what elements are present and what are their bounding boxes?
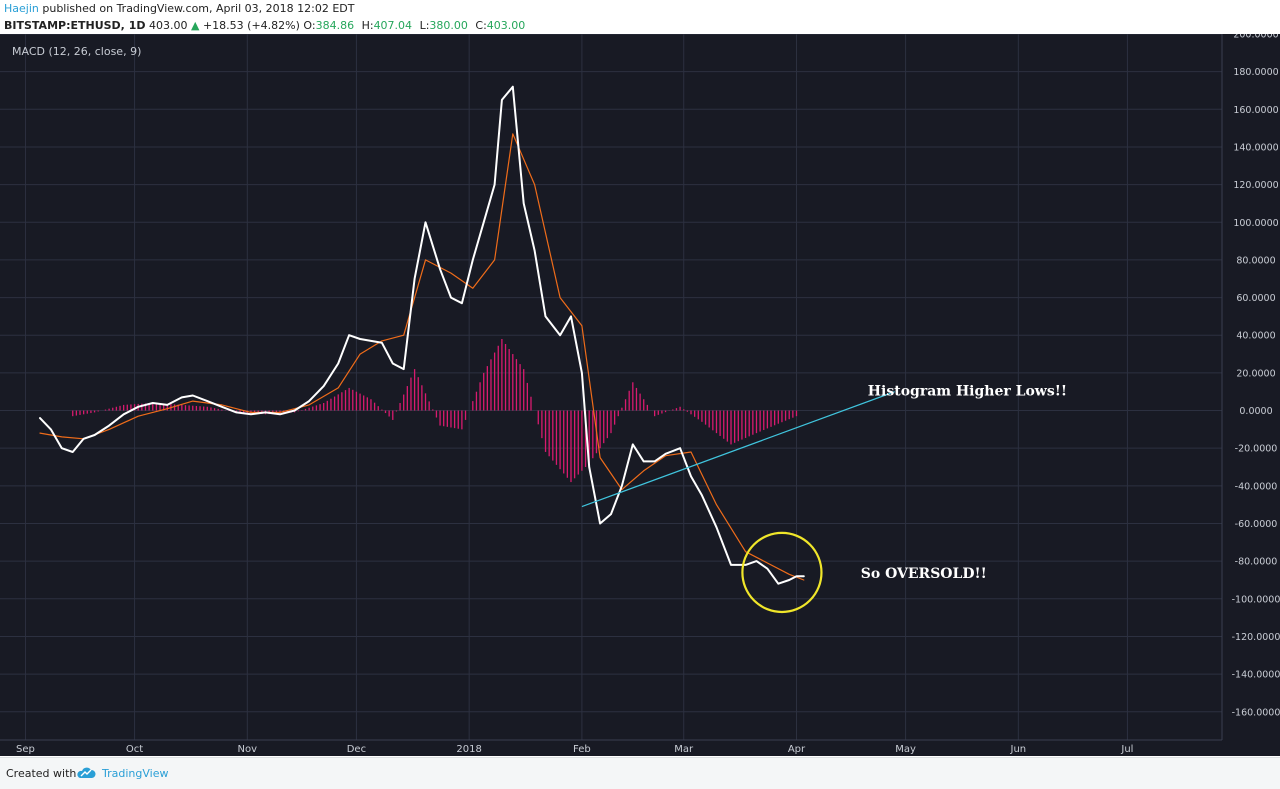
axes: Sep Oct Nov Dec 2018 Feb Mar Apr May Jun Jul 200.00… — [0, 34, 1280, 755]
x-tick-label: Jun — [1010, 744, 1027, 755]
author-link[interactable]: Haejin — [4, 2, 39, 15]
x-tick-label: Mar — [674, 744, 694, 755]
ohlc-close-value: 403.00 — [486, 19, 526, 32]
y-tick-label: -140.0000 — [1232, 670, 1280, 681]
y-tick-label: 40.0000 — [1236, 331, 1275, 342]
y-tick-label: 160.0000 — [1233, 105, 1278, 116]
y-tick-label: 200.0000 — [1233, 34, 1278, 41]
symbol-name: BITSTAMP:ETHUSD, 1D — [4, 19, 146, 32]
symbol-line: BITSTAMP:ETHUSD, 1D 403.00 ▲ +18.53 (+4.… — [4, 19, 529, 32]
annotations — [581, 391, 895, 614]
series-lines — [39, 85, 805, 585]
ohlc-low-label: L: — [419, 19, 430, 32]
ohlc-close-label: C: — [475, 19, 487, 32]
tradingview-link[interactable]: TradingView — [102, 767, 169, 780]
y-tick-label: -160.0000 — [1232, 707, 1280, 718]
y-tick-label: -120.0000 — [1232, 632, 1280, 643]
published-text: published on TradingView.com, April 03, … — [42, 2, 355, 15]
grid — [0, 34, 1222, 740]
x-tick-label: Oct — [126, 744, 143, 755]
histogram — [72, 338, 798, 483]
tradingview-cloud-icon[interactable] — [76, 767, 96, 779]
x-tick-label: Nov — [238, 744, 258, 755]
x-tick-label: Sep — [16, 744, 35, 755]
x-tick-label: Feb — [573, 744, 591, 755]
created-with-text: Created with — [6, 767, 77, 780]
x-tick-label: Jul — [1120, 744, 1133, 755]
price-change: +18.53 (+4.82%) — [202, 19, 300, 32]
footer: Created with TradingView — [0, 757, 1280, 789]
x-tick-label: Dec — [347, 744, 366, 755]
publish-line: Haejin published on TradingView.com, Apr… — [4, 2, 354, 15]
ohlc-high-label: H: — [361, 19, 374, 32]
ohlc-open-value: 384.86 — [315, 19, 355, 32]
y-tick-label: 100.0000 — [1233, 218, 1278, 229]
y-tick-label: -20.0000 — [1235, 444, 1278, 455]
y-tick-label: 60.0000 — [1236, 293, 1275, 304]
y-tick-label: 80.0000 — [1236, 255, 1275, 266]
y-tick-label: 20.0000 — [1236, 368, 1275, 379]
macd-chart[interactable]: Sep Oct Nov Dec 2018 Feb Mar Apr May Jun Jul 200.00… — [0, 34, 1280, 756]
x-tick-label: Apr — [788, 744, 806, 755]
y-tick-label: 180.0000 — [1233, 67, 1278, 78]
x-tick-label: 2018 — [456, 744, 481, 755]
oversold-circle — [741, 531, 823, 614]
ohlc-open-label: O: — [303, 19, 316, 32]
y-tick-label: 0.0000 — [1239, 406, 1272, 417]
y-tick-label: -80.0000 — [1235, 557, 1278, 568]
trendline — [581, 391, 895, 508]
x-tick-label: May — [895, 744, 916, 755]
change-arrow-icon: ▲ — [190, 19, 200, 32]
macd-line — [39, 85, 805, 585]
ohlc-low-value: 380.00 — [429, 19, 468, 32]
y-tick-label: -40.0000 — [1235, 481, 1278, 492]
annotation-so-oversold: So OVERSOLD!! — [861, 566, 987, 582]
indicator-title: MACD (12, 26, close, 9) — [12, 45, 141, 58]
y-tick-label: -60.0000 — [1235, 519, 1278, 530]
ohlc-high-value: 407.04 — [373, 19, 413, 32]
y-tick-label: -100.0000 — [1232, 594, 1280, 605]
y-tick-label: 120.0000 — [1233, 180, 1278, 191]
y-tick-label: 140.0000 — [1233, 142, 1278, 153]
last-price: 403.00 — [148, 19, 188, 32]
annotation-histogram-higher-lows: Histogram Higher Lows!! — [868, 383, 1067, 399]
